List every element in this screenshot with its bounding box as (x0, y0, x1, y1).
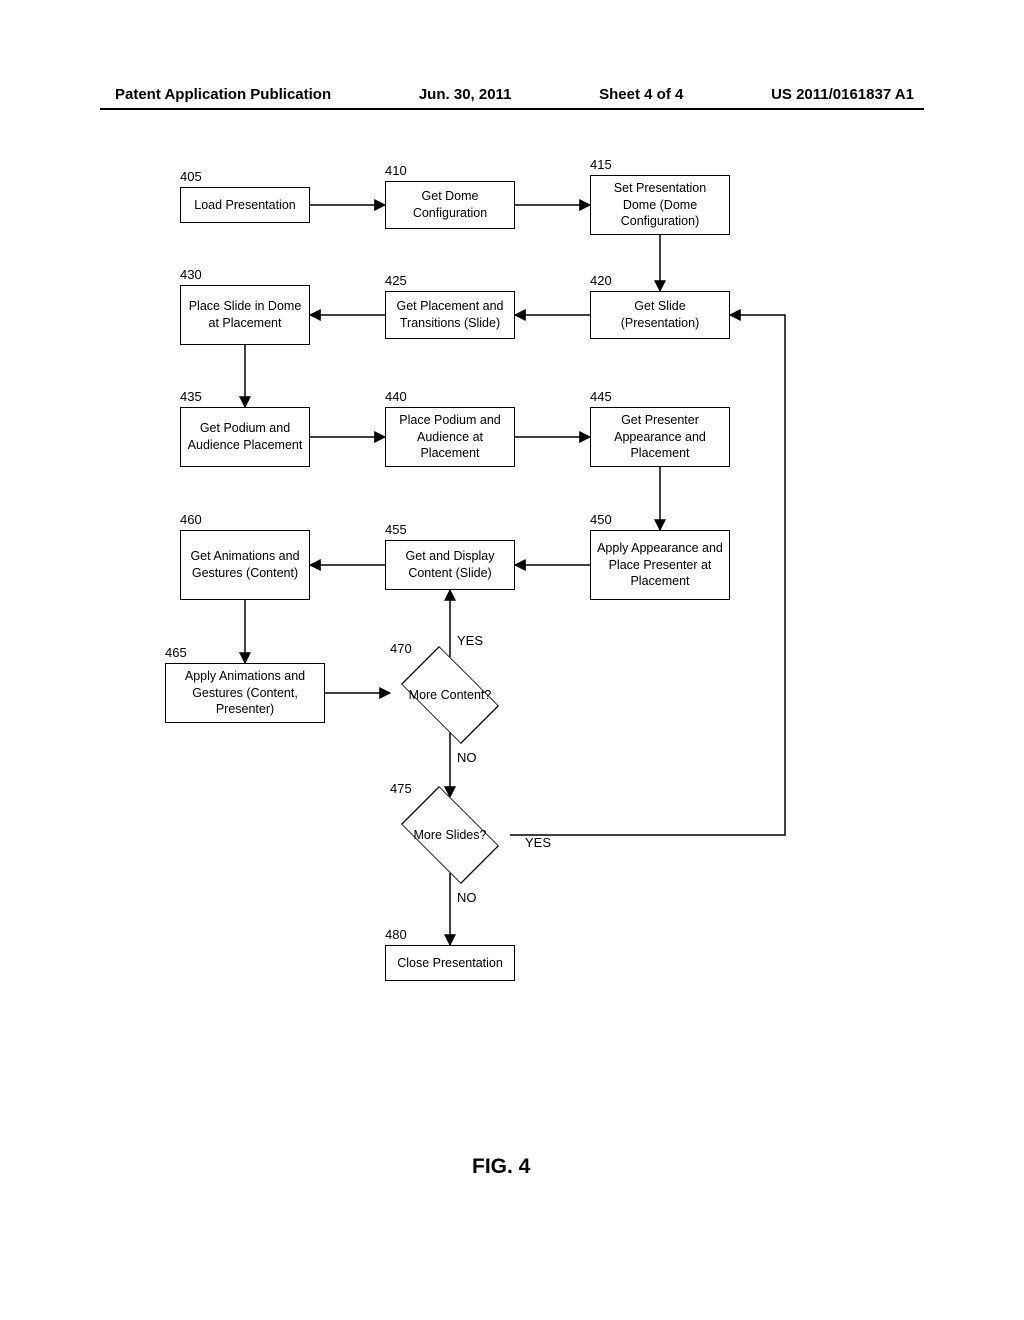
flowchart-edge-label: NO (457, 750, 477, 765)
flowchart-node-text: Get Placement and Transitions (Slide) (392, 298, 508, 332)
header-publication: Patent Application Publication (115, 86, 331, 103)
flowchart-node-text: Set Presentation Dome (Dome Configuratio… (597, 180, 723, 231)
flowchart-canvas: Load Presentation405Get Dome Configurati… (165, 175, 865, 1165)
flowchart-node-ref: 445 (590, 389, 612, 404)
flowchart-node-405: Load Presentation (180, 187, 310, 223)
flowchart-node-text: Get and Display Content (Slide) (392, 548, 508, 582)
header-date: Jun. 30, 2011 (419, 86, 512, 103)
flowchart-edge-label: YES (525, 835, 551, 850)
flowchart-edge-label: YES (457, 633, 483, 648)
flowchart-node-455: Get and Display Content (Slide) (385, 540, 515, 590)
flowchart-edge-label: NO (457, 890, 477, 905)
flowchart-node-text: Apply Appearance and Place Presenter at … (597, 540, 723, 591)
flowchart-node-text: Place Podium and Audience at Placement (392, 412, 508, 463)
flowchart-node-text: Place Slide in Dome at Placement (187, 298, 303, 332)
flowchart-node-text: Get Animations and Gestures (Content) (187, 548, 303, 582)
flowchart-node-460: Get Animations and Gestures (Content) (180, 530, 310, 600)
flowchart-node-ref: 435 (180, 389, 202, 404)
flowchart-node-ref: 460 (180, 512, 202, 527)
flowchart-decision-ref: 470 (390, 641, 412, 656)
flowchart-decision-text: More Content? (390, 657, 510, 733)
flowchart-node-text: Get Podium and Audience Placement (187, 420, 303, 454)
flowchart-node-ref: 425 (385, 273, 407, 288)
flowchart-node-ref: 430 (180, 267, 202, 282)
figure-caption: FIG. 4 (472, 1155, 530, 1179)
page-header: Patent Application Publication Jun. 30, … (0, 86, 1024, 103)
flowchart-node-text: Get Slide (Presentation) (597, 298, 723, 332)
flowchart-node-ref: 420 (590, 273, 612, 288)
flowchart-node-445: Get Presenter Appearance and Placement (590, 407, 730, 467)
flowchart-node-text: Load Presentation (194, 197, 295, 214)
flowchart-node-ref: 480 (385, 927, 407, 942)
flowchart-node-text: Close Presentation (397, 955, 503, 972)
header-divider (100, 108, 924, 110)
flowchart-node-410: Get Dome Configuration (385, 181, 515, 229)
flowchart-node-ref: 465 (165, 645, 187, 660)
flowchart-node-text: Apply Animations and Gestures (Content, … (172, 668, 318, 719)
flowchart-node-ref: 440 (385, 389, 407, 404)
flowchart-node-430: Place Slide in Dome at Placement (180, 285, 310, 345)
flowchart-decision-text: More Slides? (390, 797, 510, 873)
flowchart-decision-ref: 475 (390, 781, 412, 796)
flowchart-node-465: Apply Animations and Gestures (Content, … (165, 663, 325, 723)
header-pubno: US 2011/0161837 A1 (771, 86, 914, 103)
flowchart-node-420: Get Slide (Presentation) (590, 291, 730, 339)
flowchart-node-ref: 410 (385, 163, 407, 178)
flowchart-node-ref: 415 (590, 157, 612, 172)
flowchart-node-ref: 455 (385, 522, 407, 537)
flowchart-node-480: Close Presentation (385, 945, 515, 981)
flowchart-node-text: Get Presenter Appearance and Placement (597, 412, 723, 463)
flowchart-node-450: Apply Appearance and Place Presenter at … (590, 530, 730, 600)
flowchart-node-440: Place Podium and Audience at Placement (385, 407, 515, 467)
flowchart-node-425: Get Placement and Transitions (Slide) (385, 291, 515, 339)
flowchart-node-ref: 405 (180, 169, 202, 184)
flowchart-node-415: Set Presentation Dome (Dome Configuratio… (590, 175, 730, 235)
flowchart-node-435: Get Podium and Audience Placement (180, 407, 310, 467)
flowchart-node-ref: 450 (590, 512, 612, 527)
flowchart-node-text: Get Dome Configuration (392, 188, 508, 222)
header-sheet: Sheet 4 of 4 (599, 86, 683, 103)
